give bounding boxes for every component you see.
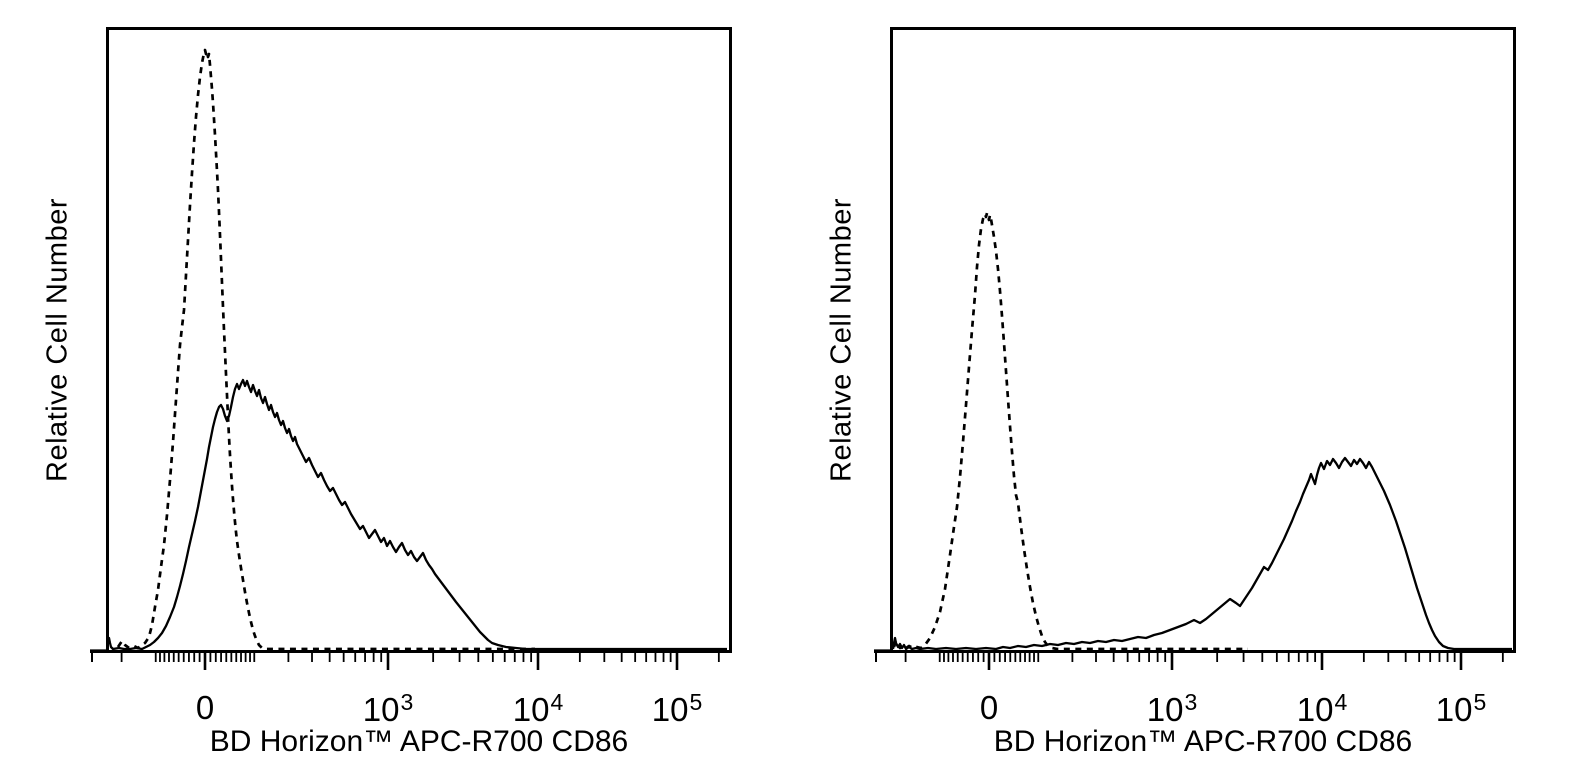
dashed-curve <box>892 211 1248 651</box>
x-tick-label: 104 <box>512 689 564 728</box>
y-axis-label: Relative Cell Number <box>825 198 858 482</box>
plot-frame <box>106 27 732 653</box>
y-axis-label: Relative Cell Number <box>41 198 74 482</box>
panel-left: Relative Cell Number 0 103 104 105 BD Horiz… <box>42 7 786 774</box>
x-tick-labels: 0 103 104 105 <box>890 689 1516 735</box>
x-tick-label: 105 <box>1435 689 1487 728</box>
x-tick-label: 103 <box>1146 689 1198 728</box>
x-tick-label: 0 <box>195 689 215 726</box>
x-tick-labels: 0 103 104 105 <box>106 689 732 735</box>
plot-frame <box>890 27 1516 653</box>
x-axis-label: BD Horizon™ APC-R700 CD86 <box>993 725 1413 758</box>
solid-curve <box>105 378 727 651</box>
x-tick-label: 104 <box>1296 689 1348 728</box>
x-axis-label: BD Horizon™ APC-R700 CD86 <box>209 725 629 758</box>
flow-histogram-plot <box>874 27 1516 670</box>
solid-curve <box>891 456 1512 651</box>
dashed-curve <box>116 48 535 651</box>
panel-right: Relative Cell Number 0 103 104 105 BD Horiz… <box>826 7 1570 774</box>
x-tick-label: 103 <box>362 689 414 728</box>
x-tick-label: 105 <box>651 689 703 728</box>
flow-histogram-plot <box>90 27 732 670</box>
x-tick-label: 0 <box>979 689 999 726</box>
